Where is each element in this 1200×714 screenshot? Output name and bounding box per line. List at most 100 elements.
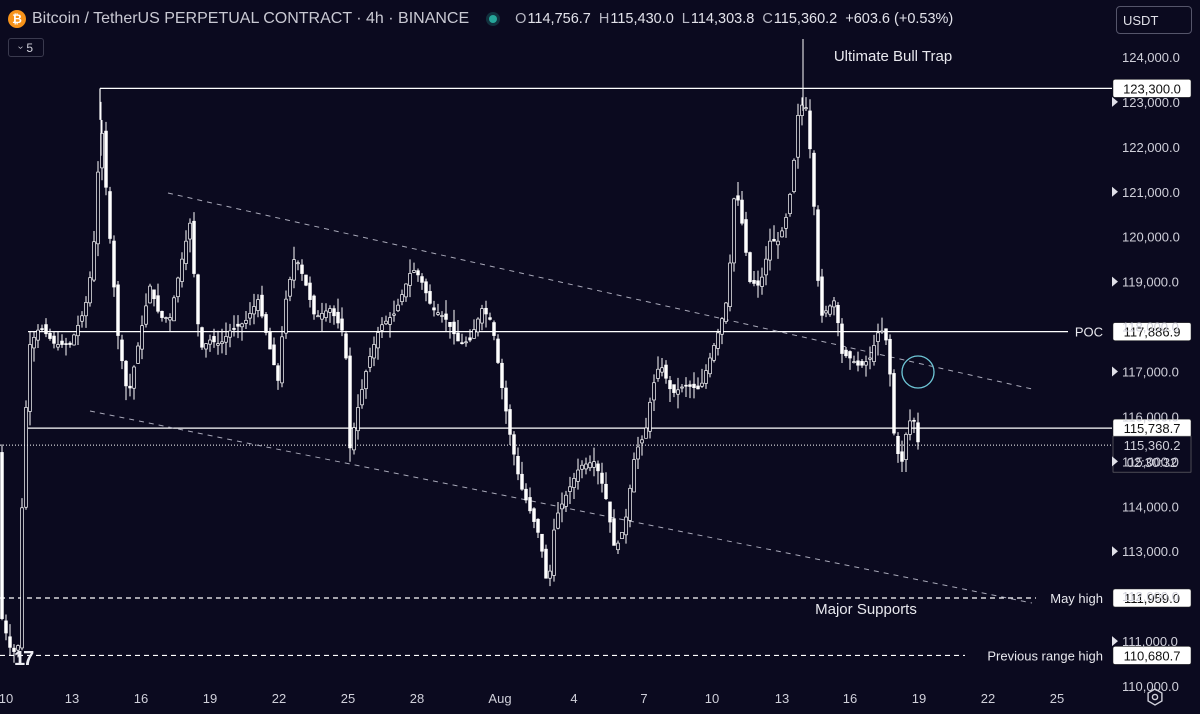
chart-annotation[interactable]: Ultimate Bull Trap xyxy=(834,48,952,65)
upper-trendline[interactable] xyxy=(167,192,1033,390)
candle-body xyxy=(876,332,880,342)
candle-body xyxy=(816,209,820,281)
candle-body xyxy=(792,159,796,192)
candle-body xyxy=(432,307,436,311)
candle-body xyxy=(568,486,572,492)
time-axis-label: 13 xyxy=(775,691,789,706)
candle-body xyxy=(488,317,492,320)
candle-body xyxy=(264,314,268,333)
chevron-down-icon: › xyxy=(15,45,27,50)
candle-body xyxy=(784,217,788,229)
candle-body xyxy=(628,487,632,521)
time-axis-label: 7 xyxy=(640,691,647,706)
candle-body xyxy=(540,533,544,552)
candle-body xyxy=(908,420,912,435)
candle-body xyxy=(612,518,616,546)
candle-body xyxy=(140,325,144,350)
price-alert-marker-icon[interactable] xyxy=(1112,276,1118,287)
candle-body xyxy=(384,320,388,325)
candle-body xyxy=(732,198,736,264)
candle-body xyxy=(556,512,560,529)
price-alert-marker-icon[interactable] xyxy=(1112,186,1118,197)
candle-body xyxy=(552,529,556,576)
tradingview-logo-icon[interactable]: 17 xyxy=(14,648,34,670)
candle-body xyxy=(336,311,340,324)
candle-body xyxy=(292,259,296,281)
price-alert-marker-icon[interactable] xyxy=(1112,636,1118,647)
candle-body xyxy=(260,294,264,317)
price-axis-label: 114,000.0 xyxy=(1122,499,1179,514)
price-axis-label: 111,000.0 xyxy=(1122,634,1178,649)
candle-body xyxy=(476,318,480,333)
candle-body xyxy=(696,385,700,390)
currency-selector[interactable]: USDT xyxy=(1116,6,1192,34)
candle-body xyxy=(160,310,164,318)
time-axis-label: 22 xyxy=(272,691,286,706)
candle-body xyxy=(760,276,764,287)
candle-body xyxy=(376,332,380,349)
price-alert-marker-icon[interactable] xyxy=(1112,546,1118,557)
candle-body xyxy=(796,115,800,158)
candle-body xyxy=(648,401,652,432)
candle-body xyxy=(764,258,768,276)
live-status-icon xyxy=(489,15,498,23)
candle-body xyxy=(132,366,136,389)
candle-body xyxy=(736,195,740,201)
candle-body xyxy=(104,130,108,188)
candle-body xyxy=(640,439,644,444)
candle-body xyxy=(504,387,508,412)
candle-body xyxy=(592,461,596,468)
candle-body xyxy=(716,332,720,349)
indicators-toggle[interactable]: › 5 xyxy=(8,38,44,57)
highlight-circle[interactable] xyxy=(901,355,935,389)
price-tag xyxy=(1112,79,1192,98)
candle-body xyxy=(28,344,32,412)
candle-body xyxy=(636,446,640,460)
candle-body xyxy=(284,298,288,334)
candle-body xyxy=(356,407,360,432)
price-alert-marker-icon[interactable] xyxy=(1112,456,1118,467)
candle-body xyxy=(676,389,680,395)
candle-body xyxy=(616,542,620,551)
price-tag xyxy=(1112,322,1192,341)
settings-icon[interactable] xyxy=(1146,688,1164,706)
candle-body xyxy=(580,464,584,470)
candle-body xyxy=(92,241,96,281)
price-tag-text: 117,886.9 xyxy=(1124,325,1181,340)
candle-body xyxy=(548,570,552,579)
candle-body xyxy=(460,342,464,344)
candle-body xyxy=(524,488,528,501)
candle-body xyxy=(72,334,76,346)
candle-body xyxy=(672,384,676,393)
chart-annotation[interactable]: Major Supports xyxy=(815,601,917,618)
candle-body xyxy=(404,283,408,298)
open-value: 114,756.7 xyxy=(527,11,591,27)
bar-countdown: 02:30:32 xyxy=(1127,455,1178,470)
candle-body xyxy=(536,518,540,533)
candle-body xyxy=(888,338,892,375)
candle-body xyxy=(308,282,312,300)
candle-body xyxy=(856,360,860,366)
time-axis-label: 22 xyxy=(981,691,995,706)
price-axis-label: 118,000.0 xyxy=(1122,320,1179,335)
candle-body xyxy=(904,434,908,460)
candle-body xyxy=(500,362,504,389)
candle-body xyxy=(712,345,716,361)
candle-body xyxy=(668,380,672,390)
candle-body xyxy=(156,295,160,312)
candle-body xyxy=(296,262,300,265)
symbol-title[interactable]: Bitcoin / TetherUS PERPETUAL CONTRACT · … xyxy=(32,10,470,27)
candles xyxy=(0,38,920,663)
candle-body xyxy=(36,329,40,341)
candle-body xyxy=(344,333,348,359)
price-alert-marker-icon[interactable] xyxy=(1112,366,1118,377)
candle-body xyxy=(192,220,196,274)
candle-body xyxy=(444,313,448,320)
candle-body xyxy=(680,386,684,389)
candle-body xyxy=(412,270,416,273)
candle-body xyxy=(428,291,432,304)
price-alert-marker-icon[interactable] xyxy=(1112,96,1118,107)
candle-body xyxy=(596,463,600,472)
candle-body xyxy=(656,368,660,379)
